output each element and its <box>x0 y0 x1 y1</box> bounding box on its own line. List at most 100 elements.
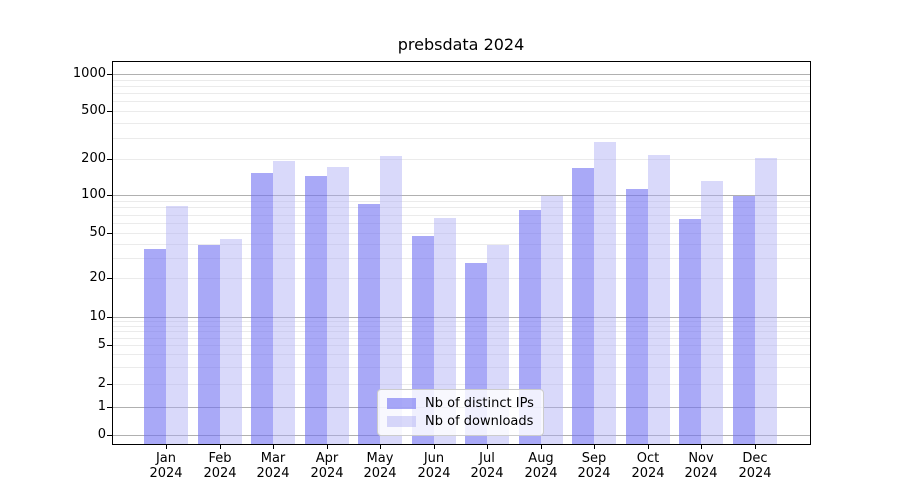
gridline-minor <box>113 233 810 234</box>
gridline-minor <box>113 338 810 339</box>
bar-distinct-ips <box>733 196 755 444</box>
legend-entry-downloads: Nb of downloads <box>378 414 543 429</box>
x-tick-label: Dec 2024 <box>738 451 772 481</box>
y-tick-label: 5 <box>97 337 106 352</box>
x-tick-label: Oct 2024 <box>631 451 665 481</box>
y-tick-label: 200 <box>81 151 106 166</box>
legend-label-ips: Nb of distinct IPs <box>425 396 534 411</box>
x-tick-label: Nov 2024 <box>684 451 718 481</box>
gridline-major <box>113 195 810 196</box>
gridline-minor <box>113 326 810 327</box>
x-tick-mark <box>594 445 595 449</box>
x-tick-mark <box>273 445 274 449</box>
legend-swatch-ips <box>387 398 416 409</box>
bar-downloads <box>648 155 670 444</box>
x-tick-mark <box>220 445 221 449</box>
gridline-minor <box>113 80 810 81</box>
x-tick-label: Feb 2024 <box>203 451 237 481</box>
gridline-minor <box>113 93 810 94</box>
bar-downloads <box>327 167 349 444</box>
y-tick-mark <box>107 345 112 346</box>
x-tick-mark <box>434 445 435 449</box>
x-tick-label: Jan 2024 <box>149 451 183 481</box>
gridline-minor <box>113 159 810 160</box>
legend-entry-ips: Nb of distinct IPs <box>378 396 543 411</box>
bar-downloads <box>166 206 188 444</box>
x-tick-mark <box>327 445 328 449</box>
bar-distinct-ips <box>519 210 541 444</box>
gridline-minor <box>113 123 810 124</box>
gridline-minor <box>113 367 810 368</box>
x-tick-label: Jun 2024 <box>417 451 451 481</box>
y-tick-label: 50 <box>89 225 106 240</box>
gridline-minor <box>113 244 810 245</box>
bar-downloads <box>220 239 242 444</box>
x-tick-mark <box>541 445 542 449</box>
gridline-minor <box>113 354 810 355</box>
bar-distinct-ips <box>198 245 220 444</box>
x-tick-label: Aug 2024 <box>524 451 558 481</box>
y-tick-label: 0 <box>97 427 106 442</box>
x-tick-mark <box>701 445 702 449</box>
gridline-minor <box>113 201 810 202</box>
gridline-major <box>113 74 810 75</box>
x-tick-mark <box>380 445 381 449</box>
y-tick-mark <box>107 233 112 234</box>
y-tick-mark <box>107 111 112 112</box>
gridline-minor <box>113 384 810 385</box>
gridline-minor <box>113 278 810 279</box>
x-tick-label: Sep 2024 <box>577 451 611 481</box>
y-tick-mark <box>107 317 112 318</box>
bar-distinct-ips <box>358 204 380 444</box>
bar-downloads <box>541 196 563 444</box>
bar-downloads <box>273 161 295 444</box>
gridline-minor <box>113 215 810 216</box>
bar-distinct-ips <box>679 219 701 444</box>
y-tick-mark <box>107 435 112 436</box>
x-tick-label: Mar 2024 <box>256 451 290 481</box>
x-tick-mark <box>648 445 649 449</box>
bar-distinct-ips <box>626 189 648 444</box>
y-tick-label: 2 <box>97 376 106 391</box>
gridline-minor <box>113 223 810 224</box>
gridline-minor <box>113 321 810 322</box>
bar-distinct-ips <box>144 249 166 444</box>
bar-downloads <box>755 158 777 444</box>
x-tick-mark <box>755 445 756 449</box>
x-tick-mark <box>166 445 167 449</box>
y-tick-mark <box>107 278 112 279</box>
y-tick-label: 100 <box>81 187 106 202</box>
y-tick-label: 20 <box>89 270 106 285</box>
gridline-minor <box>113 86 810 87</box>
y-tick-label: 500 <box>81 103 106 118</box>
y-tick-mark <box>107 159 112 160</box>
gridline-minor <box>113 207 810 208</box>
gridline-minor <box>113 101 810 102</box>
bar-downloads <box>594 142 616 444</box>
legend: Nb of distinct IPs Nb of downloads <box>377 389 544 436</box>
bar-distinct-ips <box>305 176 327 444</box>
bar-distinct-ips <box>572 168 594 444</box>
bar-downloads <box>701 181 723 444</box>
legend-swatch-downloads <box>387 416 416 427</box>
y-tick-label: 1000 <box>72 66 106 81</box>
y-tick-mark <box>107 384 112 385</box>
bar-distinct-ips <box>251 173 273 444</box>
bar-downloads <box>380 156 402 444</box>
y-tick-mark <box>107 195 112 196</box>
y-tick-mark <box>107 74 112 75</box>
y-tick-label: 10 <box>89 309 106 324</box>
legend-label-downloads: Nb of downloads <box>425 414 534 429</box>
chart-title: prebsdata 2024 <box>397 35 525 54</box>
x-tick-label: May 2024 <box>363 451 397 481</box>
gridline-minor <box>113 138 810 139</box>
y-tick-label: 1 <box>97 399 106 414</box>
x-tick-label: Jul 2024 <box>470 451 504 481</box>
bar-downloads <box>434 218 456 444</box>
gridline-major <box>113 317 810 318</box>
gridline-minor <box>113 331 810 332</box>
plot-area <box>112 61 811 445</box>
x-tick-mark <box>487 445 488 449</box>
gridline-minor <box>113 111 810 112</box>
